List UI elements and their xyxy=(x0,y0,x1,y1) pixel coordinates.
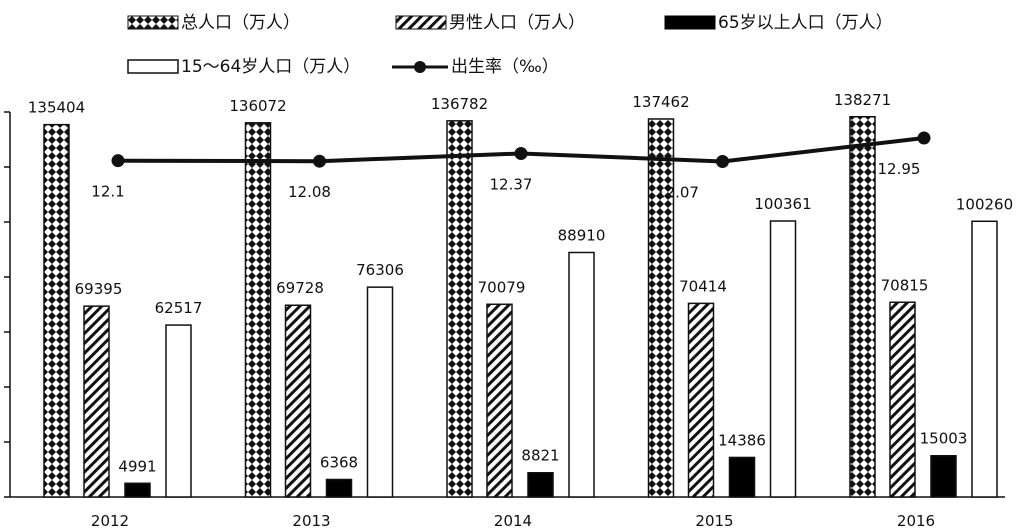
point-birthrate-2014 xyxy=(514,146,528,160)
bar-total-2015 xyxy=(647,118,675,498)
legend-swatch-male xyxy=(395,15,447,30)
legend-label-65plus: 65岁以上人口（万人） xyxy=(718,13,893,33)
data-label-birthrate-2014: 12.37 xyxy=(490,175,533,193)
legend-swatch-total xyxy=(127,15,179,30)
point-birthrate-2015 xyxy=(716,154,729,168)
bar-total-2014 xyxy=(446,120,473,498)
data-label-male-2012: 69395 xyxy=(75,280,123,298)
bar-male-2014 xyxy=(486,303,513,498)
data-label-total-2014: 136782 xyxy=(431,95,488,113)
bar-male-2016 xyxy=(889,301,916,498)
data-label-total-2015: 137462 xyxy=(632,93,689,111)
data-label-birthrate-2012: 12.1 xyxy=(91,183,124,201)
data-label-65plus-2016: 15003 xyxy=(920,430,968,448)
bar-15-64-2015 xyxy=(769,220,797,498)
x-tick-label-2014: 2014 xyxy=(494,512,532,530)
bar-male-2012 xyxy=(83,305,110,498)
data-label-15-64-2014: 88910 xyxy=(558,226,606,244)
data-label-65plus-2014: 8821 xyxy=(521,447,559,465)
data-label-male-2015: 70414 xyxy=(679,277,727,295)
bar-total-2013 xyxy=(244,122,272,498)
bar-65plus-2012 xyxy=(124,482,151,498)
legend-label-birthrate: 出生率（‰） xyxy=(451,57,559,77)
data-label-15-64-2015: 100361 xyxy=(754,195,811,213)
data-label-15-64-2012: 62517 xyxy=(155,299,203,317)
legend-marker-birthrate xyxy=(414,61,426,73)
data-label-birthrate-2015: 12.07 xyxy=(656,183,699,201)
x-tick-label-2013: 2013 xyxy=(292,512,330,530)
point-birthrate-2013 xyxy=(313,154,326,168)
data-label-male-2014: 70079 xyxy=(478,278,526,296)
bar-65plus-2016 xyxy=(930,454,957,498)
x-tick-label-2012: 2012 xyxy=(91,512,129,530)
point-birthrate-2016 xyxy=(917,131,931,145)
data-label-15-64-2013: 76306 xyxy=(356,261,404,279)
bar-male-2013 xyxy=(284,304,312,498)
x-tick-label-2016: 2016 xyxy=(897,512,935,530)
data-label-male-2016: 70815 xyxy=(881,276,929,294)
data-label-birthrate-2016: 12.95 xyxy=(878,160,921,178)
bar-15-64-2012 xyxy=(165,324,192,498)
data-label-65plus-2013: 6368 xyxy=(320,453,358,471)
data-label-total-2013: 136072 xyxy=(229,97,286,115)
plot: 135404 69395 4991 62517 2012 136072 69728 6368 7… xyxy=(28,91,1013,530)
legend-swatch-15-64 xyxy=(127,59,179,74)
bar-total-2012 xyxy=(43,123,70,498)
bar-15-64-2014 xyxy=(568,251,595,498)
data-label-male-2013: 69728 xyxy=(276,279,324,297)
bar-15-64-2013 xyxy=(366,286,394,498)
data-label-65plus-2015: 14386 xyxy=(718,431,766,449)
bar-15-64-2016 xyxy=(971,220,998,498)
legend: 总人口（万人） 男性人口（万人） 65岁以上人口（万人） 15～64岁人口（万人… xyxy=(127,13,893,77)
legend-label-total: 总人口（万人） xyxy=(181,13,300,33)
bar-65plus-2013 xyxy=(325,478,353,498)
data-label-total-2016: 138271 xyxy=(834,91,891,109)
data-label-65plus-2012: 4991 xyxy=(118,457,156,475)
bar-total-2016 xyxy=(849,116,876,498)
data-label-15-64-2016: 100260 xyxy=(956,195,1013,213)
legend-label-male: 男性人口（万人） xyxy=(449,13,585,33)
bar-male-2015 xyxy=(687,302,715,498)
data-label-total-2012: 135404 xyxy=(28,99,85,117)
legend-swatch-65plus xyxy=(664,15,716,30)
legend-label-15-64: 15～64岁人口（万人） xyxy=(181,57,360,77)
point-birthrate-2012 xyxy=(111,154,125,168)
x-tick-label-2015: 2015 xyxy=(695,512,733,530)
bar-65plus-2014 xyxy=(527,471,554,498)
data-label-birthrate-2013: 12.08 xyxy=(288,183,331,201)
bar-65plus-2015 xyxy=(728,456,756,498)
